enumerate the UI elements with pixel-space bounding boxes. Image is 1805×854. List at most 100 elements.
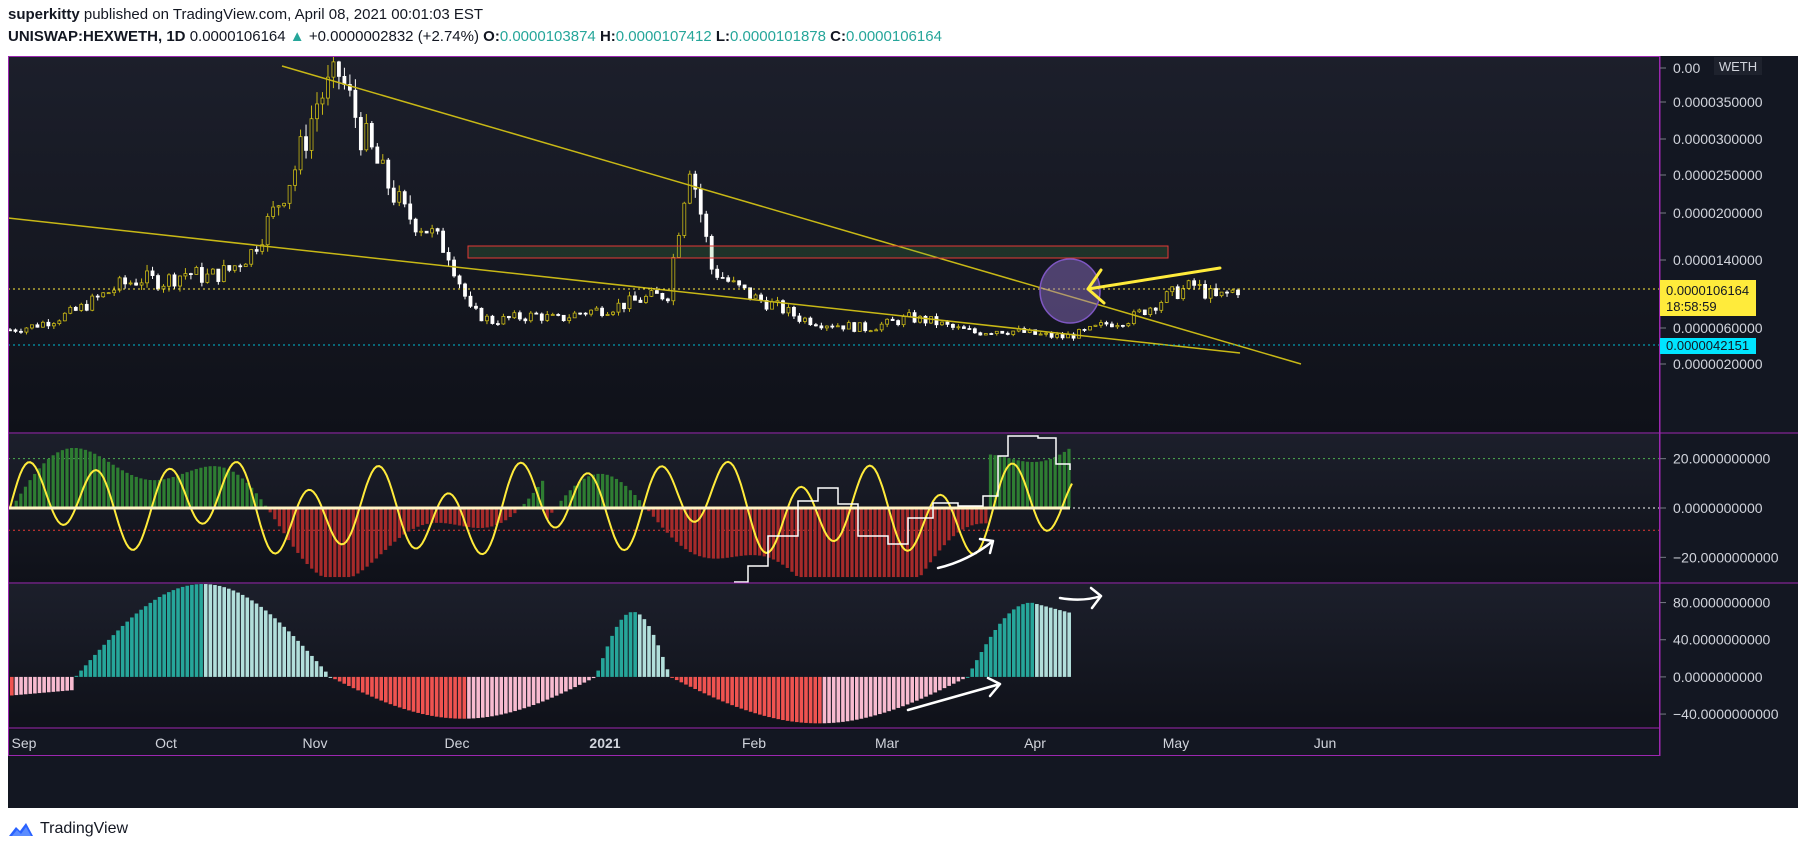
mom-histogram-bar — [370, 676, 374, 697]
chart-canvas[interactable]: 0.0000020000 0.0000060000 0.0000140000 0.00… — [8, 56, 1798, 808]
mom-histogram-bar — [804, 676, 808, 723]
mom-histogram-bar — [222, 587, 226, 677]
candle-body — [753, 294, 758, 299]
mom-histogram-bar — [545, 676, 550, 700]
candle-body — [539, 313, 544, 321]
candle-body — [698, 188, 703, 215]
candle-body — [863, 322, 868, 332]
mom-histogram-bar — [661, 656, 665, 677]
osc-histogram-bar — [794, 508, 799, 576]
candle-body — [221, 265, 226, 282]
candle-body — [841, 325, 846, 330]
mom-histogram-bar — [734, 676, 739, 707]
osc-histogram-bar — [693, 508, 697, 555]
symbol-label[interactable]: UNISWAP:HEXWETH, 1D — [8, 28, 186, 45]
mom-histogram-bar — [979, 652, 984, 677]
mom-histogram-bar — [905, 676, 910, 705]
published-text: published on TradingView.com, April 08, … — [83, 6, 484, 23]
candle-body — [413, 218, 418, 233]
x-tick-label: May — [1163, 735, 1189, 751]
osc-histogram-bar — [651, 508, 656, 517]
candle-body — [1011, 330, 1016, 335]
candle-body — [1115, 325, 1120, 328]
mom-histogram-bar — [776, 676, 781, 720]
candle-body — [90, 295, 95, 311]
osc-histogram-bar — [707, 508, 711, 559]
mom-histogram-bar — [51, 676, 56, 692]
candle-body — [238, 265, 243, 268]
mom-histogram-bar — [467, 676, 471, 719]
mom-histogram-bar — [522, 676, 527, 709]
candle-body — [1148, 307, 1153, 316]
mom-histogram-bar — [19, 676, 23, 695]
osc-histogram-bar — [661, 508, 665, 528]
mom-histogram-bar — [379, 676, 383, 701]
candle-body — [1197, 284, 1202, 286]
osc-histogram-bar — [878, 508, 882, 578]
candle-body — [605, 313, 610, 316]
candle-body — [852, 322, 857, 332]
tradingview-brand[interactable]: TradingView — [40, 820, 129, 837]
candle-body — [304, 136, 308, 151]
mom-histogram-bar — [901, 676, 905, 707]
mom-histogram-bar — [822, 676, 827, 724]
mom-histogram-bar — [439, 676, 444, 718]
mom-histogram-bar — [896, 676, 901, 708]
mom-histogram-bar — [347, 676, 351, 686]
osc-histogram-bar — [471, 508, 475, 528]
candle-body — [742, 284, 747, 289]
osc-histogram-bar — [674, 508, 679, 542]
x-tick-label: Oct — [155, 735, 177, 751]
candle-body — [430, 228, 435, 234]
candle-body — [726, 277, 731, 282]
osc-histogram-bar — [1021, 461, 1025, 508]
candle-body — [972, 328, 977, 334]
osc-histogram-bar — [993, 455, 997, 508]
mom-histogram-bar — [693, 676, 697, 689]
osc-histogram-bar — [259, 499, 263, 508]
mom-histogram-bar — [711, 676, 716, 698]
osc-histogram-bar — [347, 508, 351, 578]
candle-body — [337, 61, 341, 77]
osc-histogram-bar — [928, 508, 933, 563]
candle-body — [994, 330, 999, 334]
price-pane[interactable] — [8, 56, 1660, 432]
mom-histogram-bar — [1062, 611, 1067, 677]
mom-histogram-bar — [384, 676, 388, 703]
candle-body — [978, 332, 983, 336]
mom-histogram-bar — [143, 606, 148, 677]
mom-histogram-bar — [434, 676, 439, 717]
osc-histogram-bar — [28, 480, 32, 508]
candle-body — [512, 312, 517, 319]
mom-histogram-bar — [402, 676, 407, 709]
mom-histogram-bar — [527, 676, 531, 707]
mom-histogram-bar — [859, 676, 864, 719]
candle-body — [358, 117, 363, 151]
osc-histogram-bar — [148, 479, 152, 508]
candle-body — [13, 329, 18, 332]
candle-body — [956, 326, 961, 329]
candle-body — [709, 236, 714, 270]
mom-histogram-bar — [217, 585, 222, 677]
candle-body — [693, 173, 698, 190]
osc-histogram-bar — [231, 471, 235, 508]
osc-histogram-bar — [19, 493, 23, 508]
osc-histogram-bar — [416, 508, 420, 527]
candle-body — [556, 314, 561, 316]
osc-histogram-bar — [619, 482, 623, 508]
publisher-name[interactable]: superkitty — [8, 6, 80, 23]
candle-body — [24, 327, 29, 333]
mom-histogram-bar — [707, 676, 711, 696]
mom-histogram-bar — [388, 676, 393, 705]
candle-body — [961, 326, 966, 329]
osc-histogram-bar — [333, 508, 337, 578]
candle-body — [1181, 288, 1186, 300]
candle-body — [868, 330, 873, 333]
candle-body — [534, 312, 539, 315]
candle-body — [1219, 291, 1224, 297]
candle-body — [128, 282, 133, 285]
osc-histogram-bar — [818, 508, 822, 578]
osc-histogram-bar — [1044, 460, 1048, 508]
osc-annotation-arrow-icon — [936, 537, 995, 570]
candle-body — [879, 323, 884, 331]
